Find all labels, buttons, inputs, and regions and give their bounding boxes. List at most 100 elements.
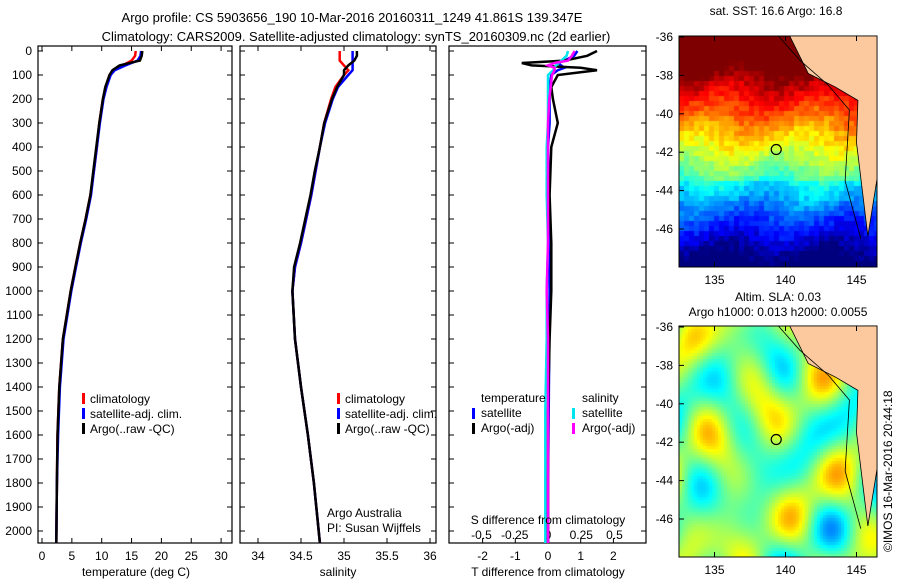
x-tick-label: -2 xyxy=(477,549,488,563)
x-tick-label: 1 xyxy=(577,549,584,563)
x-tick-label: 2 xyxy=(610,549,617,563)
lon-tick-label: 135 xyxy=(704,273,724,287)
legend-swatch-t-argo xyxy=(472,423,475,434)
x-tick-label: -1 xyxy=(510,549,521,563)
x2-tick-label: -0.25 xyxy=(501,528,529,542)
y-tick-label: 900 xyxy=(12,260,32,274)
x-axis-label-t-diff: T difference from climatology xyxy=(471,565,625,579)
series-line-satellite xyxy=(546,50,579,543)
legend-swatch-satellite xyxy=(337,408,340,419)
lon-tick-label: 145 xyxy=(846,273,866,287)
x-axis-label-salinity: salinity xyxy=(320,565,357,579)
y-tick-label: 1800 xyxy=(5,476,32,490)
y-tick-label: 700 xyxy=(12,212,32,226)
legend-label: Argo(-adj) xyxy=(481,421,534,435)
legend-swatch-climatology xyxy=(337,393,340,404)
x-tick-label: 20 xyxy=(155,549,169,563)
legend-swatch-s-argo xyxy=(572,423,575,434)
lat-tick-label: -44 xyxy=(656,474,674,488)
x-tick-label: 0 xyxy=(39,549,46,563)
series-line-argo-raw-qc- xyxy=(291,51,359,544)
y-tick-label: 200 xyxy=(12,92,32,106)
credit-timestamp: ©IMOS 16-Mar-2016 20:44:18 xyxy=(881,390,895,552)
salinity-legend: climatology satellite-adj. clim. Argo(..… xyxy=(327,392,437,535)
float-position-marker xyxy=(770,433,782,446)
x-tick-label: 5 xyxy=(69,549,76,563)
y-tick-label: 800 xyxy=(12,236,32,250)
title-line-2: Climatology: CARS2009. Satellite-adjuste… xyxy=(102,29,611,44)
lat-tick-label: -42 xyxy=(656,145,674,159)
difference-legend: temperature satellite Argo(-adj) salinit… xyxy=(472,391,635,435)
salinity-panel: 34 34.5 35 35.5 36 xyxy=(239,45,437,563)
x-tick-label: 25 xyxy=(185,549,199,563)
legend-label: climatology xyxy=(90,392,150,406)
x-axis-label-temperature: temperature (deg C) xyxy=(82,565,190,579)
series-line-climatology xyxy=(55,50,137,544)
y-tick-label: 100 xyxy=(12,68,32,82)
lat-tick-label: -40 xyxy=(656,107,674,121)
lat-tick-label: -36 xyxy=(656,30,674,44)
sla-map-title-1: Altim. SLA: 0.03 xyxy=(735,290,821,304)
annotation-pi: PI: Susan Wijffels xyxy=(327,521,421,535)
y-tick-label: 1700 xyxy=(5,452,32,466)
lon-tick-label: 140 xyxy=(775,563,795,577)
y-tick-label: 1600 xyxy=(5,428,32,442)
plot-frame xyxy=(37,45,233,544)
series-line-satellite-adj-clim- xyxy=(291,51,354,544)
land-mass xyxy=(789,325,878,527)
annotation-argo-australia: Argo Australia xyxy=(327,506,402,520)
x-tick-label: 10 xyxy=(95,549,109,563)
x-tick-label: 35 xyxy=(337,549,351,563)
lat-tick-label: -46 xyxy=(656,512,674,526)
y-tick-label: 400 xyxy=(12,140,32,154)
legend-swatch-t-satellite xyxy=(472,408,475,419)
maps: -36 -38 -40 -42 -44 -46 135 140 145 -36 -38 -40 -42 -… xyxy=(656,30,878,577)
title-line-1: Argo profile: CS 5903656_190 10-Mar-2016… xyxy=(122,10,583,25)
series-line-argo-adj- xyxy=(521,49,598,543)
x-tick-label: 36 xyxy=(423,549,437,563)
shelf-contour xyxy=(778,325,862,529)
legend-swatch-argo xyxy=(82,423,85,434)
y-tick-label: 500 xyxy=(12,164,32,178)
legend-label: climatology xyxy=(345,392,405,406)
temperature-panel: 0100200300400500600700800900100011001200… xyxy=(5,44,233,563)
series-line-argo-raw-qc- xyxy=(55,50,144,544)
legend-label: satellite-adj. clim. xyxy=(90,407,182,421)
lon-tick-label: 140 xyxy=(775,273,795,287)
lat-tick-label: -40 xyxy=(656,397,674,411)
legend-label: satellite-adj. clim. xyxy=(345,407,437,421)
legend-label: Argo(..raw -QC) xyxy=(90,422,175,436)
legend-label: Argo(..raw -QC) xyxy=(345,422,430,436)
y-tick-label: 0 xyxy=(25,44,32,58)
y-tick-label: 300 xyxy=(12,116,32,130)
shelf-contour xyxy=(778,35,862,239)
sla-map-title-2: Argo h1000: 0.013 h2000: 0.0055 xyxy=(689,305,868,319)
y-tick-label: 1500 xyxy=(5,404,32,418)
x-tick-label: 34 xyxy=(251,549,265,563)
plot-frame xyxy=(239,45,437,544)
lat-tick-label: -42 xyxy=(656,435,674,449)
x-tick-label: 30 xyxy=(214,549,228,563)
x2-tick-label: 0.5 xyxy=(606,528,623,542)
land-mass xyxy=(789,35,878,237)
series-line-argo-adj- xyxy=(544,50,576,543)
y-tick-label: 600 xyxy=(12,188,32,202)
legend-label: satellite xyxy=(481,406,522,420)
sst-map-title: sat. SST: 16.6 Argo: 16.8 xyxy=(710,4,843,18)
x-tick-label: 0 xyxy=(545,549,552,563)
series-line-climatology xyxy=(291,51,350,544)
y-tick-label: 1400 xyxy=(5,380,32,394)
x2-tick-label: 0.25 xyxy=(570,528,594,542)
lat-tick-label: -36 xyxy=(656,320,674,334)
x-tick-label: 34.5 xyxy=(289,549,313,563)
y-tick-label: 2000 xyxy=(5,524,32,538)
legend-swatch-climatology xyxy=(82,393,85,404)
lat-tick-label: -46 xyxy=(656,222,674,236)
lon-tick-label: 135 xyxy=(704,563,724,577)
y-tick-label: 1100 xyxy=(6,308,32,322)
legend-header-temperature: temperature xyxy=(481,391,546,405)
float-position-marker xyxy=(770,143,782,156)
legend-label: Argo(-adj) xyxy=(582,421,635,435)
